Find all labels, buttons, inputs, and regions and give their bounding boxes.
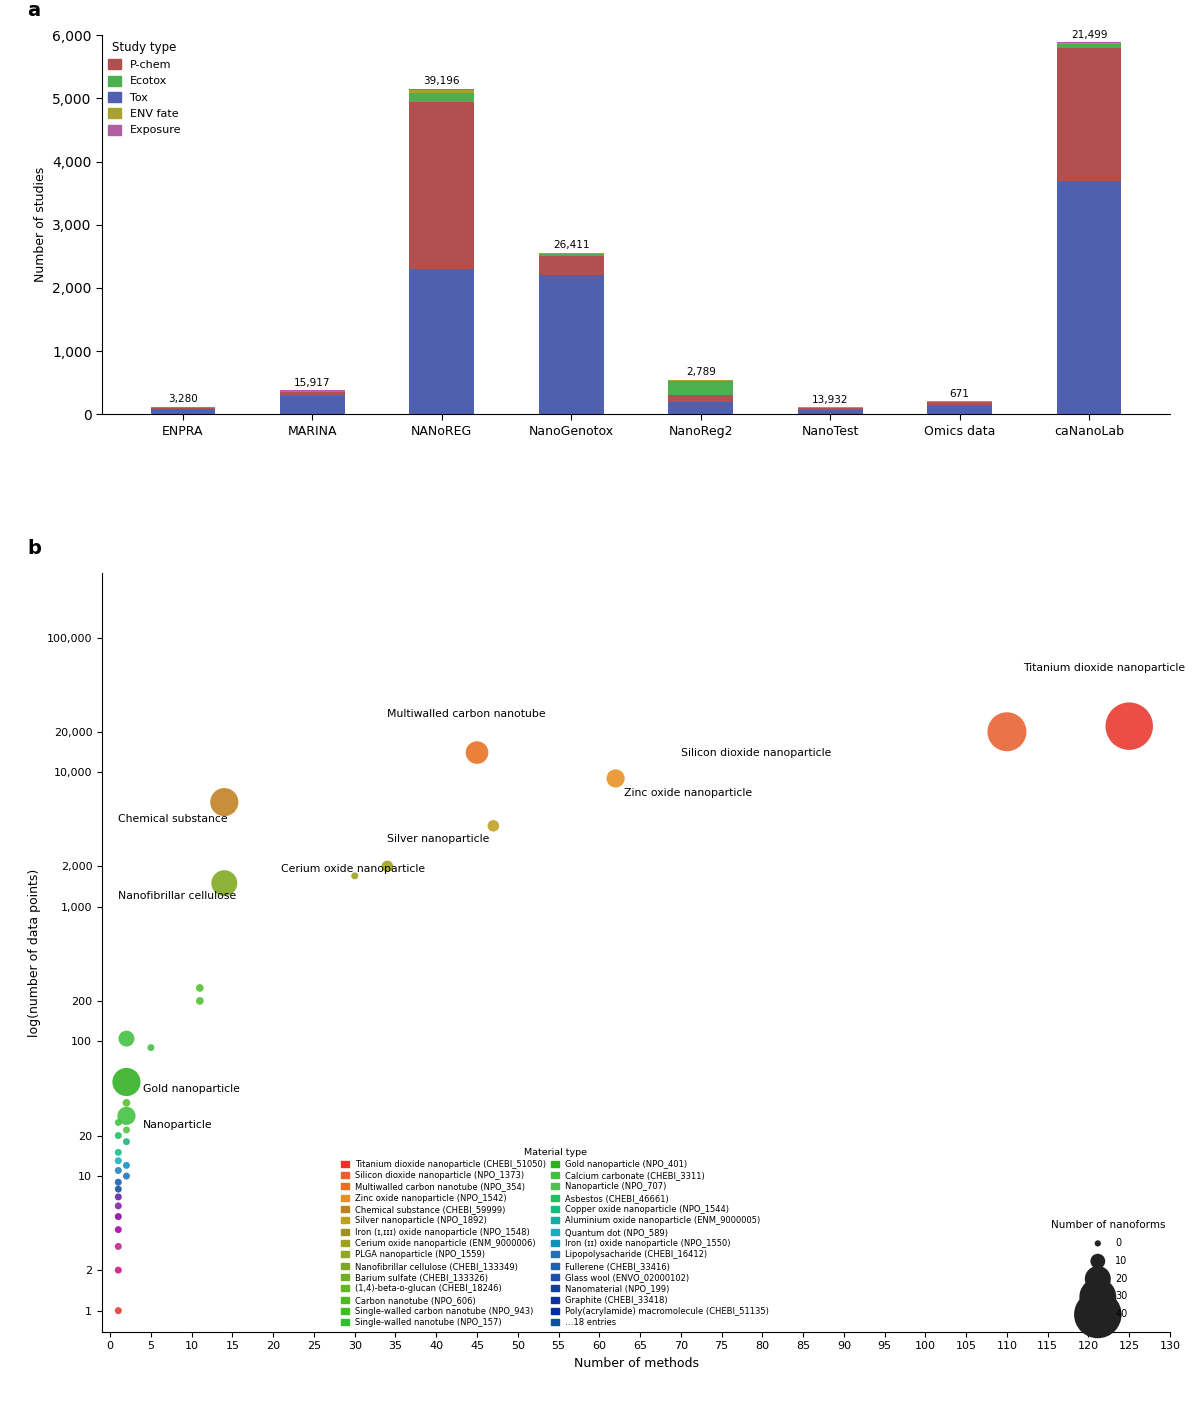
Point (109, 1171, 128, 1193)
Text: b: b (28, 540, 41, 558)
Bar (668, 396, 733, 402)
Bar (539, 255, 604, 256)
Point (191, 989, 210, 1012)
Point (109, 1299, 128, 1322)
Text: 2,789: 2,789 (685, 368, 715, 378)
Point (116, 1027, 136, 1050)
Text: 15,917: 15,917 (294, 378, 331, 387)
Point (116, 1130, 136, 1153)
Text: Multiwalled carbon nanotube: Multiwalled carbon nanotube (388, 709, 546, 719)
Point (109, 1185, 128, 1208)
Point (191, 976, 210, 999)
Point (215, 790, 234, 813)
Bar (539, 256, 604, 275)
Bar (539, 275, 604, 414)
Point (109, 1124, 128, 1147)
Text: 26,411: 26,411 (553, 240, 589, 249)
Point (109, 1141, 128, 1164)
Bar (928, 402, 992, 404)
Bar (150, 407, 215, 409)
Point (109, 1195, 128, 1217)
Legend: 0, 10, 20, 30, 40: 0, 10, 20, 30, 40 (1051, 1220, 1165, 1319)
Text: Nanoparticle: Nanoparticle (143, 1120, 212, 1130)
Bar (1057, 48, 1122, 180)
Text: 13,932: 13,932 (812, 395, 848, 404)
Point (109, 1205, 128, 1227)
Point (116, 1154, 136, 1177)
Point (346, 865, 365, 888)
Bar (1057, 180, 1122, 414)
Point (109, 1150, 128, 1172)
Text: Silver nanoparticle: Silver nanoparticle (388, 834, 490, 844)
Point (468, 741, 487, 764)
Text: Cerium oxide nanoparticle: Cerium oxide nanoparticle (281, 864, 426, 875)
Point (116, 1165, 136, 1188)
Text: Zinc oxide nanoparticle: Zinc oxide nanoparticle (624, 788, 752, 797)
Text: a: a (28, 1, 41, 20)
Point (116, 1092, 136, 1115)
Text: 21,499: 21,499 (1070, 30, 1108, 39)
Text: 39,196: 39,196 (424, 76, 460, 86)
Bar (280, 396, 344, 414)
Text: Gold nanoparticle: Gold nanoparticle (143, 1085, 240, 1095)
Bar (409, 269, 474, 414)
Bar (280, 392, 344, 396)
Point (1120, 714, 1139, 737)
Point (116, 1071, 136, 1093)
Point (109, 1258, 128, 1281)
Point (484, 814, 503, 837)
Y-axis label: log(number of data points): log(number of data points) (29, 868, 41, 1037)
Legend: P-chem, Ecotox, Tox, ENV fate, Exposure: P-chem, Ecotox, Tox, ENV fate, Exposure (108, 41, 181, 135)
X-axis label: Number of methods: Number of methods (574, 1357, 698, 1370)
Point (997, 720, 1016, 743)
Bar (928, 404, 992, 414)
Point (109, 1112, 128, 1134)
Bar (150, 409, 215, 414)
Bar (1057, 44, 1122, 48)
Text: Titanium dioxide nanoparticle: Titanium dioxide nanoparticle (1024, 662, 1186, 672)
Bar (409, 90, 474, 93)
Y-axis label: Number of studies: Number of studies (34, 168, 47, 282)
Point (109, 1219, 128, 1241)
Text: Silicon dioxide nanoparticle: Silicon dioxide nanoparticle (680, 748, 832, 758)
Bar (798, 410, 863, 414)
Point (142, 1037, 161, 1060)
Point (215, 872, 234, 895)
Bar (409, 101, 474, 269)
Point (116, 1105, 136, 1127)
Bar (798, 409, 863, 410)
Point (109, 1236, 128, 1258)
Bar (668, 380, 733, 396)
Text: Nanofibrillar cellulose: Nanofibrillar cellulose (119, 892, 236, 902)
Point (606, 766, 625, 789)
Point (109, 1160, 128, 1182)
Text: 671: 671 (949, 389, 970, 399)
Text: Chemical substance: Chemical substance (119, 814, 228, 824)
Text: 3,280: 3,280 (168, 395, 198, 404)
Bar (668, 402, 733, 414)
Point (109, 1178, 128, 1200)
Bar (409, 93, 474, 101)
Point (378, 855, 397, 878)
Point (116, 1119, 136, 1141)
